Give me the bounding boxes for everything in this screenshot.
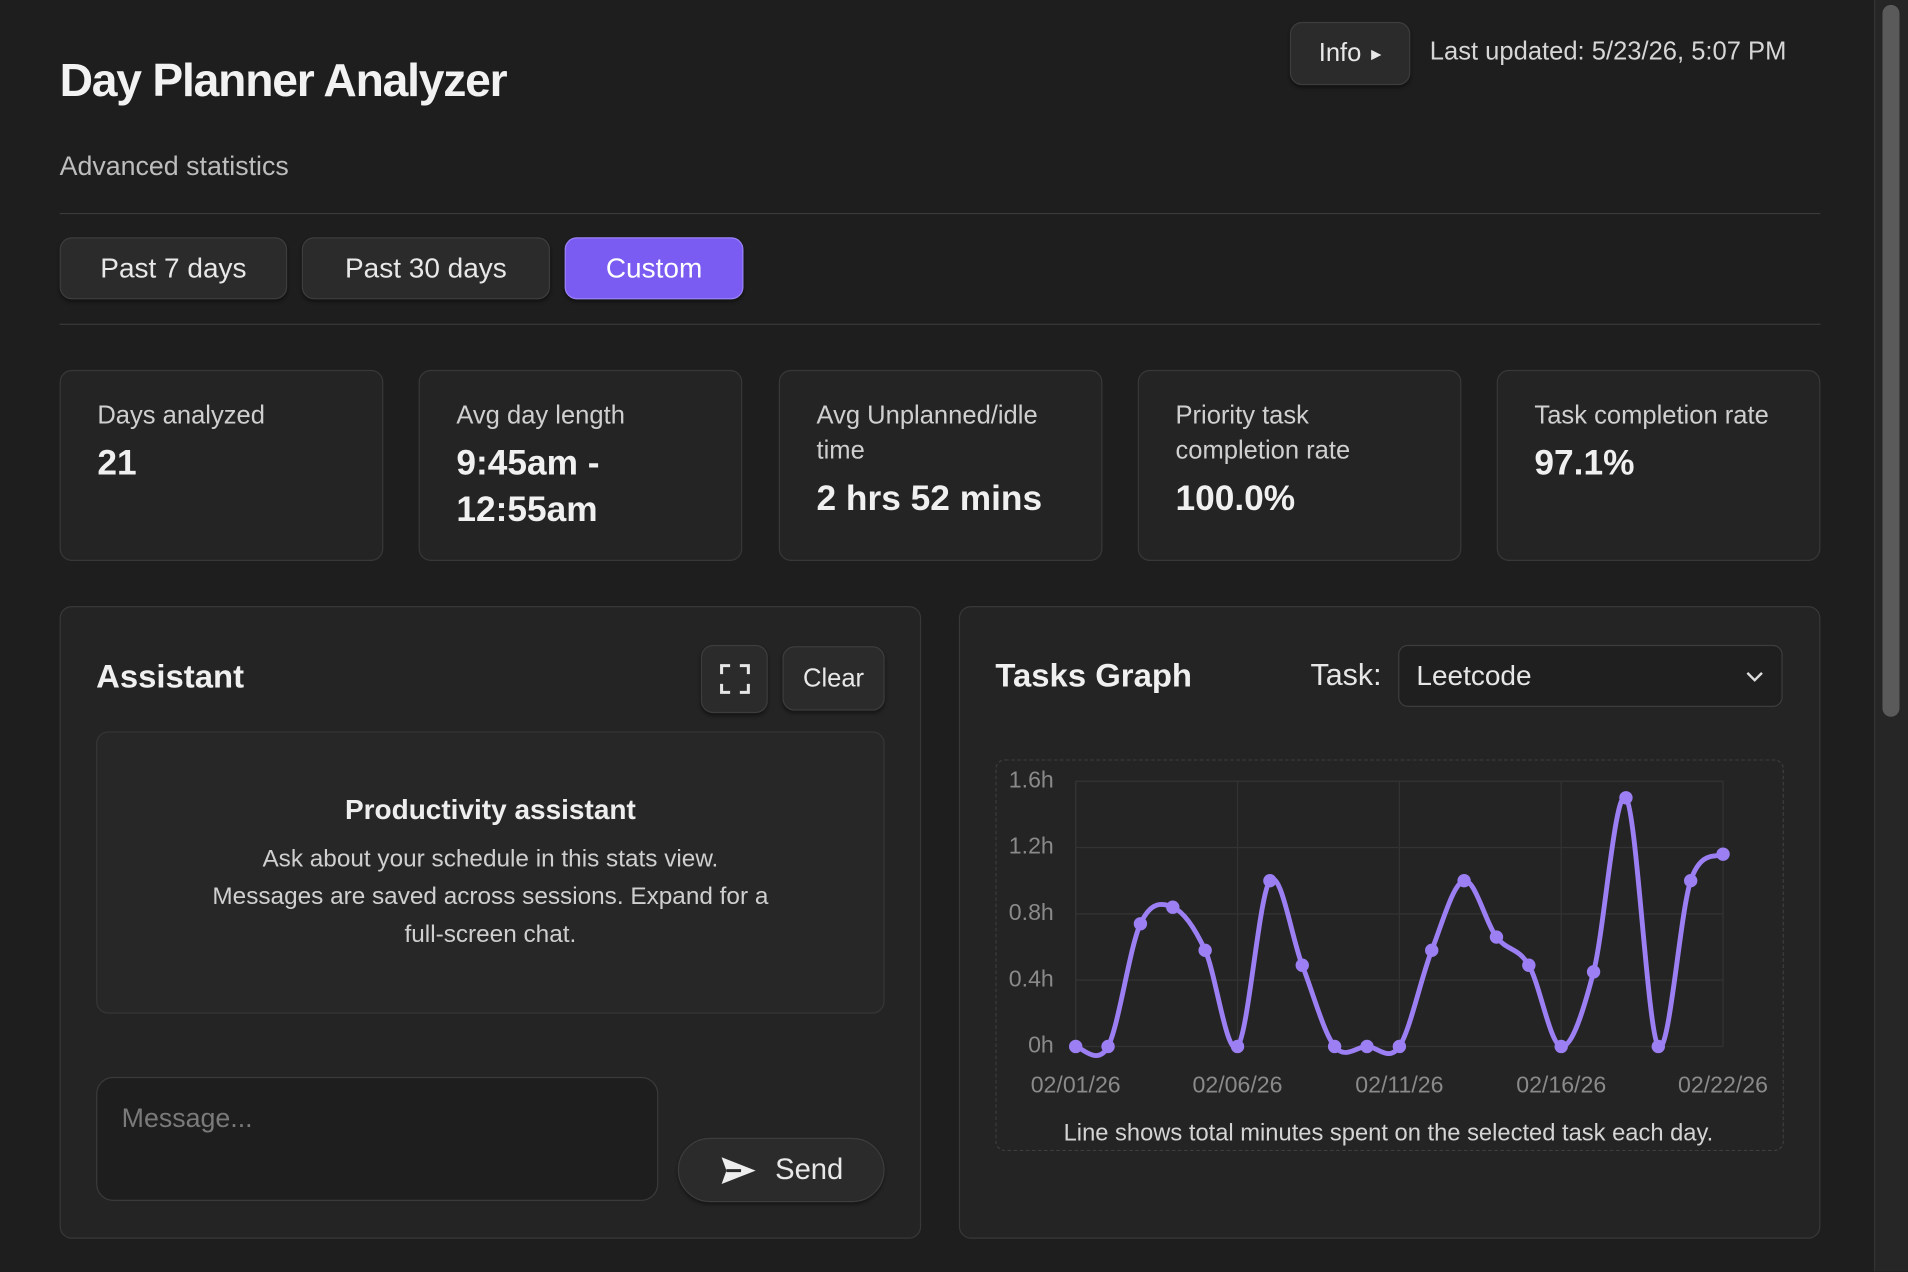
x-tick-label: 02/16/26 bbox=[1516, 1072, 1606, 1098]
stat-value: 100.0% bbox=[1175, 479, 1296, 519]
x-tick-label: 02/22/26 bbox=[1678, 1072, 1768, 1098]
subtitle: Advanced statistics bbox=[59, 150, 289, 182]
stat-label: Avg day length bbox=[456, 401, 625, 430]
data-point bbox=[1425, 943, 1439, 958]
page-title: Day Planner Analyzer bbox=[59, 55, 508, 108]
stat-card: Days analyzed 21 bbox=[59, 369, 384, 561]
data-point bbox=[1651, 1039, 1666, 1054]
expand-icon bbox=[719, 664, 750, 694]
chart-caption: Line shows total minutes spent on the se… bbox=[1064, 1120, 1714, 1146]
data-point bbox=[1133, 917, 1148, 931]
task-value: Leetcode bbox=[1416, 659, 1532, 692]
send-icon bbox=[721, 1156, 756, 1184]
task-label: Task: bbox=[1310, 658, 1382, 693]
data-point bbox=[1554, 1039, 1568, 1054]
y-tick-label: 1.6h bbox=[1009, 766, 1054, 792]
last-updated: Last updated: 5/23/26, 5:07 PM bbox=[1429, 37, 1787, 66]
graph-title: Tasks Graph bbox=[995, 657, 1192, 694]
task-select[interactable]: Leetcode bbox=[1398, 644, 1783, 707]
tab-active[interactable]: Custom bbox=[564, 237, 744, 300]
info-button[interactable]: Info ▶ bbox=[1289, 21, 1411, 86]
data-point bbox=[1522, 958, 1536, 972]
data-point bbox=[1683, 873, 1698, 888]
stat-card: Avg day length 9:45am - 12:55am bbox=[418, 369, 743, 561]
x-tick-label: 02/11/26 bbox=[1355, 1072, 1443, 1098]
stat-value: 97.1% bbox=[1534, 444, 1635, 484]
y-tick-label: 0h bbox=[1028, 1032, 1054, 1058]
send-button[interactable]: Send bbox=[677, 1137, 885, 1203]
data-point bbox=[1586, 965, 1601, 979]
chart: 0h 0.4h 0.8h 1.2h 1.6h 02/01/26 02/06/26 02/11/… bbox=[1009, 766, 1768, 1146]
y-tick-label: 0.8h bbox=[1009, 899, 1054, 925]
scrollbar[interactable] bbox=[1873, 0, 1908, 1272]
caret: ▶ bbox=[1371, 46, 1382, 62]
divider bbox=[59, 323, 1821, 325]
y-tick-label: 1.2h bbox=[1009, 833, 1054, 859]
data-point bbox=[1198, 943, 1212, 958]
data-point bbox=[1101, 1039, 1115, 1054]
data-point bbox=[1457, 873, 1471, 888]
x-tick-label: 02/01/26 bbox=[1031, 1072, 1121, 1098]
stat-label: Priority task completion rate bbox=[1175, 401, 1351, 465]
data-line bbox=[1074, 794, 1725, 1058]
chevron bbox=[1746, 671, 1763, 682]
data-point bbox=[1489, 930, 1504, 944]
stat-label: Avg Unplanned/idle time bbox=[816, 401, 1038, 465]
assistant-title: Assistant bbox=[96, 658, 245, 695]
data-point bbox=[1166, 900, 1180, 914]
stat-card: Task completion rate 97.1% bbox=[1496, 369, 1821, 561]
data-point bbox=[1230, 1039, 1245, 1054]
stat-card: Priority task completion rate 100.0% bbox=[1137, 369, 1462, 561]
empty-title: Productivity assistant bbox=[344, 793, 636, 826]
stat-label: Task completion rate bbox=[1534, 401, 1769, 430]
stat-value: 2 hrs 52 mins bbox=[816, 479, 1043, 519]
tab[interactable]: Past 7 days bbox=[59, 237, 288, 300]
data-point bbox=[1295, 958, 1309, 972]
graph-card bbox=[958, 605, 1821, 1239]
data-point bbox=[1068, 1039, 1083, 1054]
stat-label: Days analyzed bbox=[97, 401, 265, 430]
data-point bbox=[1392, 1039, 1407, 1054]
tab[interactable]: Past 30 days bbox=[301, 237, 551, 300]
stat-value: 9:45am - 12:55am bbox=[456, 444, 600, 530]
send-label: Send bbox=[775, 1152, 844, 1186]
data-point bbox=[1360, 1039, 1374, 1054]
data-point bbox=[1263, 873, 1277, 888]
chart-frame bbox=[995, 759, 1784, 1152]
clear-button[interactable]: Clear bbox=[782, 646, 885, 711]
data-point bbox=[1716, 847, 1730, 861]
empty-text: Ask about your schedule in this stats vi… bbox=[212, 845, 769, 948]
empty-state: Productivity assistant Ask about your sc… bbox=[96, 731, 885, 1014]
data-point bbox=[1619, 791, 1633, 805]
placeholder: Message... bbox=[121, 1102, 253, 1133]
divider bbox=[59, 212, 1821, 215]
x-tick-label: 02/06/26 bbox=[1193, 1072, 1283, 1098]
message-input[interactable]: Message... bbox=[96, 1076, 659, 1202]
stat-card: Avg Unplanned/idle time 2 hrs 52 mins bbox=[778, 369, 1103, 561]
info-label: Info bbox=[1318, 38, 1362, 67]
y-tick-label: 0.4h bbox=[1009, 965, 1054, 991]
stat-value: 21 bbox=[97, 444, 137, 484]
expand-button[interactable] bbox=[700, 644, 768, 714]
scroll-thumb[interactable] bbox=[1882, 4, 1900, 717]
data-point bbox=[1327, 1039, 1342, 1054]
